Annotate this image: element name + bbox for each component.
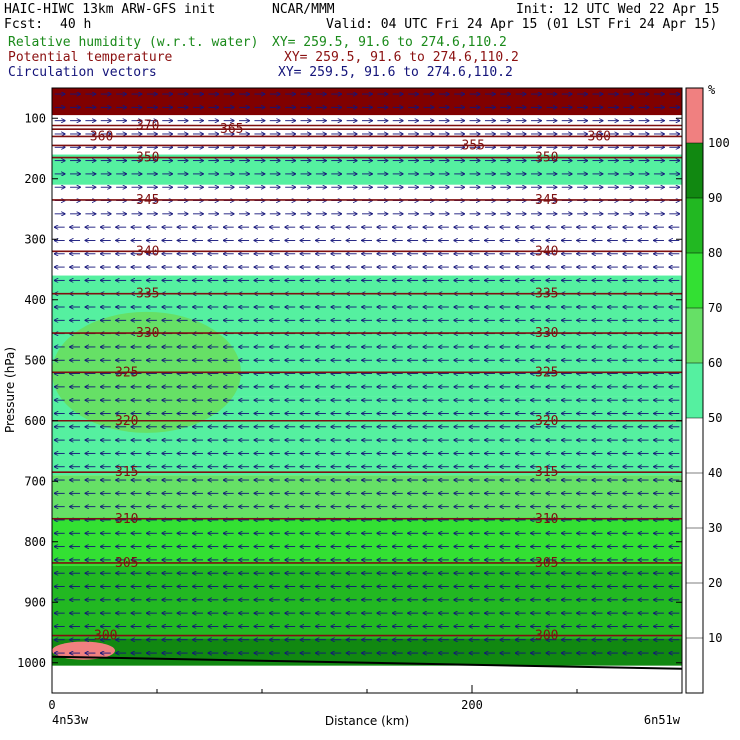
theta-label-325-1: 325 bbox=[535, 365, 558, 380]
colorbar-tick-label-30: 30 bbox=[708, 521, 722, 535]
theta-contour-layer: 370 365 360 360 355 350 350 345 345 340 340 335 335 3… bbox=[52, 119, 682, 644]
rh-patch-0 bbox=[262, 227, 619, 258]
fcst-label: Fcst: bbox=[4, 17, 44, 32]
colorbar-tick-label-10: 10 bbox=[708, 631, 722, 645]
x-tick-label-200: 200 bbox=[461, 698, 483, 712]
theta-label-320-0: 320 bbox=[115, 414, 138, 429]
theta-label-360-1: 360 bbox=[588, 129, 611, 144]
colorbar-unit: % bbox=[708, 83, 716, 97]
colorbar-swatch-1 bbox=[686, 363, 703, 418]
colorbar-frame bbox=[685, 87, 704, 694]
theta-label-310-1: 310 bbox=[535, 512, 558, 527]
fcst-value: 40 h bbox=[60, 17, 92, 32]
rh-colorbar: 10 20 30 40 50 60 70 80 90 100 bbox=[685, 87, 730, 694]
plot-axes: 100 200 300 400 500 600 700 800 900 1000 0 200 bbox=[17, 87, 683, 712]
theta-label-335-1: 335 bbox=[535, 287, 558, 302]
y-axis-label: Pressure (hPa) bbox=[3, 347, 17, 433]
theta-label-310-0: 310 bbox=[115, 512, 138, 527]
colorbar-swatch-0 bbox=[686, 418, 703, 693]
y-tick-label-400: 400 bbox=[24, 293, 46, 307]
theta-label-340-0: 340 bbox=[136, 244, 159, 259]
rh-fill-layer bbox=[52, 88, 682, 693]
y-tick-label-200: 200 bbox=[24, 172, 46, 186]
theta-label-305-1: 305 bbox=[535, 556, 558, 571]
theta-label-340-1: 340 bbox=[535, 244, 558, 259]
x-axis-label: Distance (km) bbox=[325, 714, 409, 728]
theta-label-350-1: 350 bbox=[535, 151, 558, 166]
rh-band-6 bbox=[52, 475, 682, 518]
theta-label-330-1: 330 bbox=[535, 326, 558, 341]
theta-label-315-1: 315 bbox=[535, 465, 558, 480]
theta-label-300-1: 300 bbox=[535, 629, 558, 644]
init-time: Init: 12 UTC Wed 22 Apr 15 bbox=[516, 2, 720, 17]
x-end-label-right: 6n51w bbox=[644, 713, 681, 727]
terrain-surface-line bbox=[52, 655, 682, 670]
valid-time: Valid: 04 UTC Fri 24 Apr 15 (01 LST Fri … bbox=[326, 17, 718, 32]
rh-band-8 bbox=[52, 565, 682, 639]
field-xy-rh: XY= 259.5, 91.6 to 274.6,110.2 bbox=[272, 35, 507, 50]
rh-patch-1 bbox=[241, 396, 682, 476]
colorbar-tick-label-90: 90 bbox=[708, 191, 722, 205]
colorbar-swatch-3 bbox=[686, 253, 703, 308]
y-tick-label-600: 600 bbox=[24, 414, 46, 428]
colorbar-tick-label-80: 80 bbox=[708, 246, 722, 260]
theta-label-350-0: 350 bbox=[136, 151, 159, 166]
rh-patch-3 bbox=[52, 641, 115, 660]
colorbar-tick-label-50: 50 bbox=[708, 411, 722, 425]
model-title: HAIC-HIWC 13km ARW-GFS init bbox=[4, 2, 216, 17]
y-tick-label-700: 700 bbox=[24, 474, 46, 488]
theta-label-355-0: 355 bbox=[462, 138, 485, 153]
x-end-label-left: 4n53w bbox=[52, 713, 89, 727]
field-xy-theta: XY= 259.5, 91.6 to 274.6,110.2 bbox=[284, 50, 519, 65]
x-tick-label-0: 0 bbox=[48, 698, 55, 712]
field-name-theta: Potential temperature bbox=[8, 50, 173, 65]
colorbar-tick-label-40: 40 bbox=[708, 466, 722, 480]
theta-label-360-0: 360 bbox=[90, 129, 113, 144]
field-name-rh: Relative humidity (w.r.t. water) bbox=[8, 35, 259, 50]
theta-label-330-0: 330 bbox=[136, 326, 159, 341]
rh-band-0 bbox=[52, 88, 682, 116]
rh-band-10 bbox=[52, 665, 682, 693]
colorbar-swatch-4 bbox=[686, 198, 703, 253]
y-tick-label-1000: 1000 bbox=[17, 656, 46, 670]
y-tick-label-100: 100 bbox=[24, 111, 46, 125]
theta-label-300-0: 300 bbox=[94, 629, 117, 644]
rh-band-9 bbox=[52, 638, 682, 666]
y-tick-label-300: 300 bbox=[24, 232, 46, 246]
theta-label-345-1: 345 bbox=[535, 193, 558, 208]
colorbar-tick-label-60: 60 bbox=[708, 356, 722, 370]
theta-label-305-0: 305 bbox=[115, 556, 138, 571]
org-label: NCAR/MMM bbox=[272, 2, 335, 17]
field-xy-vectors: XY= 259.5, 91.6 to 274.6,110.2 bbox=[278, 65, 513, 80]
y-tick-label-500: 500 bbox=[24, 353, 46, 367]
y-tick-label-900: 900 bbox=[24, 595, 46, 609]
theta-label-320-1: 320 bbox=[535, 414, 558, 429]
theta-label-335-0: 335 bbox=[136, 287, 159, 302]
theta-label-345-0: 345 bbox=[136, 193, 159, 208]
y-tick-label-800: 800 bbox=[24, 535, 46, 549]
colorbar-tick-label-100: 100 bbox=[708, 136, 730, 150]
field-name-vectors: Circulation vectors bbox=[8, 65, 157, 80]
colorbar-swatch-6 bbox=[686, 88, 703, 143]
theta-label-315-0: 315 bbox=[115, 465, 138, 480]
theta-label-370-0: 370 bbox=[136, 119, 159, 134]
colorbar-swatch-5 bbox=[686, 143, 703, 198]
colorbar-tick-label-20: 20 bbox=[708, 576, 722, 590]
theta-label-325-0: 325 bbox=[115, 365, 138, 380]
colorbar-swatch-2 bbox=[686, 308, 703, 363]
theta-label-365-0: 365 bbox=[220, 122, 243, 137]
rh-band-7 bbox=[52, 517, 682, 566]
colorbar-tick-label-70: 70 bbox=[708, 301, 722, 315]
